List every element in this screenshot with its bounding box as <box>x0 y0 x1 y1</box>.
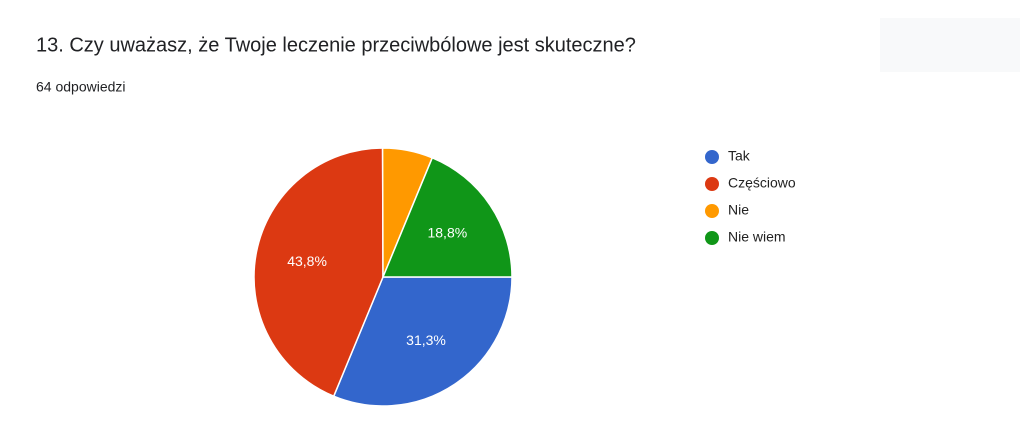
slice-label: 43,8% <box>287 253 327 269</box>
chart-title: 13. Czy uważasz, że Twoje leczenie przec… <box>36 34 636 56</box>
slice-label: 18,8% <box>427 225 467 241</box>
legend-label: Tak <box>728 148 751 164</box>
chart-subtitle: 64 odpowiedzi <box>36 79 126 95</box>
legend-label: Nie wiem <box>728 229 786 245</box>
corner-panel <box>880 18 1020 72</box>
legend-swatch <box>705 150 719 164</box>
pie-slice <box>332 276 513 407</box>
legend-label: Nie <box>728 202 749 218</box>
slice-label: 31,3% <box>406 332 446 348</box>
legend-swatch <box>705 231 719 245</box>
pie-slice <box>253 147 384 398</box>
legend-swatch <box>705 177 719 191</box>
pie-slice <box>381 156 513 278</box>
legend-swatch <box>705 204 719 218</box>
legend-label: Częściowo <box>728 175 796 191</box>
